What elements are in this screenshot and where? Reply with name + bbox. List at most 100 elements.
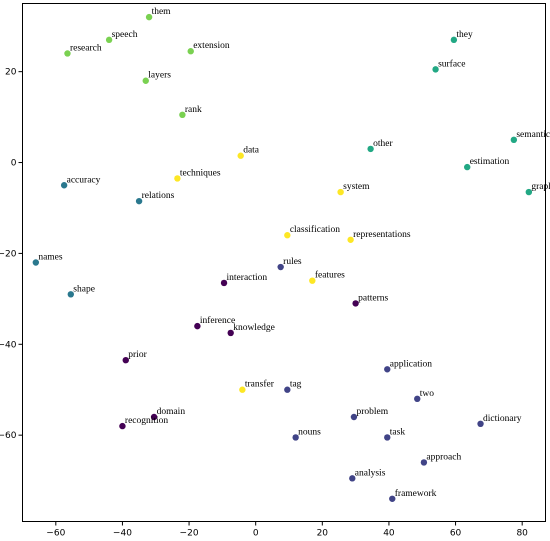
point-label: them (152, 7, 172, 17)
point-label: representations (353, 230, 411, 240)
x-tick-label: 0 (253, 529, 259, 539)
point-label: surface (438, 58, 465, 69)
point-label: semantic (516, 130, 550, 140)
data-point (119, 422, 126, 430)
point-label: system (343, 182, 370, 192)
data-point (135, 197, 143, 205)
point-label: rules (283, 257, 302, 267)
data-point (239, 386, 246, 393)
y-tick-label: 20 (5, 68, 17, 78)
point-label: task (390, 427, 406, 437)
data-point (284, 232, 291, 239)
data-point (284, 386, 291, 393)
point-label: tag (290, 380, 302, 390)
point-label: approach (426, 452, 461, 462)
y-axis: 20 0 −20 −40 −60 (0, 68, 23, 441)
data-point (179, 111, 186, 119)
data-point (477, 420, 484, 428)
data-point (174, 175, 181, 182)
data-point (194, 322, 201, 330)
point-label: techniques (180, 168, 221, 178)
y-tick-label: −40 (0, 340, 17, 350)
point-label: problem (356, 407, 388, 417)
data-point (389, 495, 396, 502)
data-point (349, 475, 356, 482)
point-label: nouns (298, 427, 321, 437)
point-label: other (373, 139, 393, 149)
point-label: recognition (125, 416, 169, 426)
data-points (32, 13, 533, 502)
data-point (145, 13, 153, 21)
point-label: accuracy (67, 175, 101, 185)
data-point (187, 48, 194, 55)
data-point (420, 459, 428, 466)
point-label: they (456, 30, 473, 40)
data-point (105, 36, 113, 44)
point-label: shape (73, 284, 95, 294)
point-labels: them speech research extension layers rank the… (38, 7, 550, 499)
data-point (432, 66, 439, 73)
data-point (292, 434, 299, 441)
point-label: application (390, 359, 432, 369)
x-tick-label: 80 (516, 529, 528, 539)
x-tick-label: −20 (180, 529, 199, 539)
point-label: estimation (470, 157, 510, 167)
data-point (525, 188, 533, 196)
data-point (347, 236, 354, 243)
point-label: speech (112, 30, 138, 40)
point-label: features (315, 270, 345, 281)
point-label: names (38, 253, 63, 263)
point-label: layers (148, 71, 171, 81)
data-point (64, 50, 71, 57)
point-label: data (243, 146, 260, 156)
point-label: research (70, 43, 102, 53)
x-tick-label: 60 (450, 529, 462, 539)
data-point (337, 188, 344, 196)
point-label: graph (531, 182, 550, 192)
point-label: knowledge (233, 323, 275, 333)
plot-frame (22, 3, 546, 522)
x-tick-label: 20 (317, 529, 329, 539)
data-point (67, 291, 75, 298)
point-label: transfer (245, 379, 275, 390)
point-label: relations (142, 191, 175, 201)
data-point (142, 77, 149, 84)
data-point (510, 136, 518, 144)
point-label: extension (193, 41, 230, 51)
x-tick-label: 40 (383, 529, 395, 539)
data-point (32, 259, 40, 266)
point-label: rank (185, 105, 202, 115)
data-point (220, 279, 228, 287)
data-point (352, 300, 359, 307)
point-label: analysis (355, 468, 386, 478)
data-point (350, 413, 358, 421)
point-label: patterns (358, 293, 388, 303)
point-label: two (420, 389, 435, 399)
point-label: domain (157, 407, 186, 417)
data-point (414, 395, 421, 403)
data-point (309, 277, 316, 284)
point-label: inference (200, 315, 235, 326)
point-label: interaction (227, 273, 268, 283)
data-point (384, 434, 391, 441)
data-point (227, 329, 234, 337)
y-tick-label: 0 (11, 159, 17, 169)
x-axis: −60 −40 −20 0 20 40 60 80 (46, 521, 528, 539)
data-point (367, 145, 374, 153)
data-point (60, 182, 68, 189)
y-tick-label: −20 (0, 249, 17, 259)
point-label: classification (290, 224, 340, 235)
point-label: dictionary (483, 414, 522, 424)
data-point (237, 152, 244, 159)
data-point (122, 356, 129, 364)
data-point (450, 36, 458, 44)
data-point (384, 366, 391, 373)
x-tick-label: −60 (46, 529, 65, 539)
data-point (150, 413, 158, 421)
data-point (277, 263, 284, 271)
point-label: prior (128, 350, 147, 360)
x-tick-label: −40 (113, 529, 132, 539)
point-label: framework (395, 488, 437, 499)
y-tick-label: −60 (0, 431, 17, 441)
